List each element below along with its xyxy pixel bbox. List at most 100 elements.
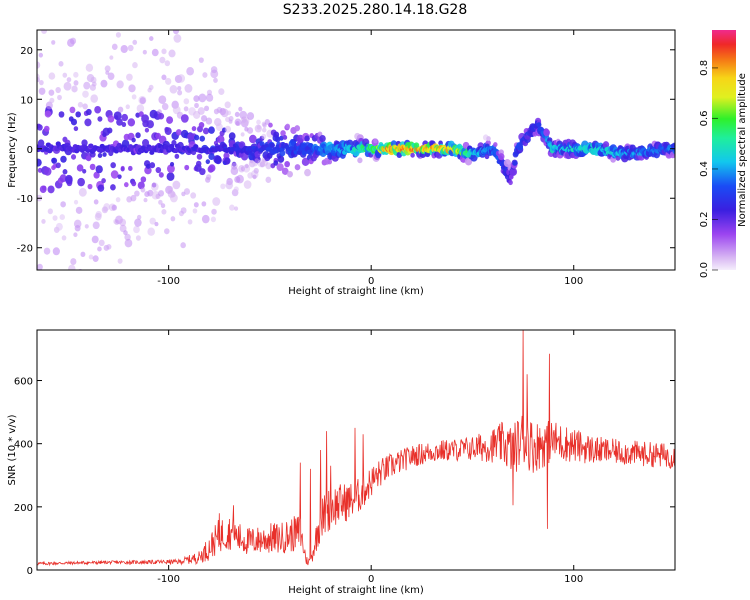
spectral-blob: [66, 77, 72, 83]
spectral-blob: [169, 161, 175, 167]
spectral-blob: [206, 174, 212, 180]
spectral-blob: [202, 72, 208, 78]
spectral-blob: [167, 164, 175, 173]
spectral-blob: [180, 207, 187, 214]
spectral-blob: [198, 93, 207, 103]
spectral-blob: [116, 80, 124, 89]
spectral-blob: [91, 235, 99, 244]
spectral-blob: [304, 168, 311, 177]
spectral-blob: [165, 77, 172, 85]
spectral-blob: [132, 39, 138, 45]
spectral-blob: [256, 119, 261, 125]
spectral-blob: [70, 118, 78, 126]
spectrogram-y-tick-label: 0: [27, 145, 33, 156]
spectral-blob: [246, 127, 254, 134]
spectral-blob: [137, 181, 145, 190]
spectral-blob: [158, 172, 164, 178]
spectral-blob: [51, 157, 58, 164]
spectral-blob: [229, 204, 235, 211]
spectral-blob: [116, 118, 123, 126]
spectral-blob: [65, 176, 73, 185]
spectral-blob: [40, 1, 45, 7]
spectral-blob: [37, 139, 45, 147]
spectral-blob: [198, 57, 204, 63]
spectral-blob: [273, 131, 280, 138]
spectral-blob: [121, 139, 130, 148]
spectral-blob: [201, 115, 208, 122]
spectral-blob: [149, 36, 154, 42]
spectral-blob: [87, 183, 93, 190]
figure-title: S233.2025.280.14.18.G28: [282, 2, 468, 18]
spectrogram-frame: [36, 29, 676, 271]
spectral-blob: [175, 129, 182, 136]
spectral-blob: [464, 157, 473, 166]
spectrogram-x-tick-label: -100: [157, 276, 180, 287]
spectral-blob: [151, 48, 159, 57]
spectral-blob: [77, 177, 85, 187]
spectral-blob: [106, 244, 112, 250]
spectral-blob: [109, 55, 114, 60]
snr-panel: -100 0 100 0 200 400 600 Height of straight li…: [7, 329, 676, 596]
spectral-blob: [59, 174, 67, 183]
spectral-blob: [233, 186, 239, 192]
spectral-blob: [158, 95, 167, 104]
spectral-blob: [119, 218, 127, 227]
spectral-blob: [121, 121, 127, 128]
spectral-ridge: [269, 142, 275, 148]
spectral-blob: [148, 84, 154, 91]
spectral-blob: [37, 61, 41, 69]
spectral-blob: [196, 153, 203, 160]
spectral-blob: [84, 118, 92, 127]
spectral-blob: [277, 155, 285, 163]
spectral-blob: [161, 103, 169, 111]
spectral-blob: [134, 218, 142, 227]
snr-data: [37, 330, 675, 567]
spectral-blob: [58, 111, 65, 118]
spectral-blob: [73, 232, 78, 238]
spectral-blob: [161, 209, 167, 215]
spectral-blob: [69, 106, 76, 114]
spectrogram-y-axis-label: Frequency (Hz): [7, 112, 18, 188]
spectral-blob: [85, 108, 92, 116]
spectral-blob: [294, 164, 301, 171]
spectral-blob: [265, 176, 272, 183]
spectral-blob: [155, 166, 162, 174]
spectral-blob: [113, 111, 122, 121]
spectral-blob: [279, 135, 284, 141]
spectral-blob: [105, 14, 112, 22]
spectral-blob: [327, 159, 333, 165]
spectral-blob: [192, 208, 198, 214]
snr-series-line: [37, 330, 675, 567]
spectral-blob: [249, 134, 257, 144]
spectral-blob: [103, 203, 111, 211]
spectral-blob: [98, 239, 105, 247]
spectral-blob: [47, 208, 53, 215]
spectral-blob: [73, 71, 79, 78]
spectral-blob: [88, 254, 94, 260]
spectral-blob: [70, 258, 77, 265]
spectral-blob: [174, 153, 180, 159]
spectral-blob: [282, 134, 288, 140]
snr-y-tick-label: 200: [14, 503, 33, 514]
spectral-blob: [124, 238, 133, 248]
spectral-blob: [92, 221, 100, 230]
spectral-blob: [208, 164, 216, 172]
spectral-blob: [41, 185, 47, 191]
colorbar-tick-label: 0.0: [699, 262, 710, 278]
spectral-blob: [236, 174, 244, 184]
spectral-blob: [67, 19, 73, 25]
spectrogram-blobs: [37, 1, 675, 270]
spectral-blob: [543, 129, 550, 137]
spectral-blob: [285, 123, 291, 129]
spectral-blob: [73, 219, 82, 229]
spectral-blob: [177, 89, 183, 96]
spectral-blob: [183, 188, 191, 195]
spectral-blob: [216, 135, 225, 144]
spectral-blob: [73, 126, 79, 132]
spectral-blob: [76, 164, 84, 172]
spectral-blob: [73, 199, 79, 205]
spectral-blob: [125, 104, 130, 110]
spectral-blob: [44, 110, 52, 118]
spectral-blob: [140, 187, 146, 193]
spectral-blob: [256, 125, 261, 130]
